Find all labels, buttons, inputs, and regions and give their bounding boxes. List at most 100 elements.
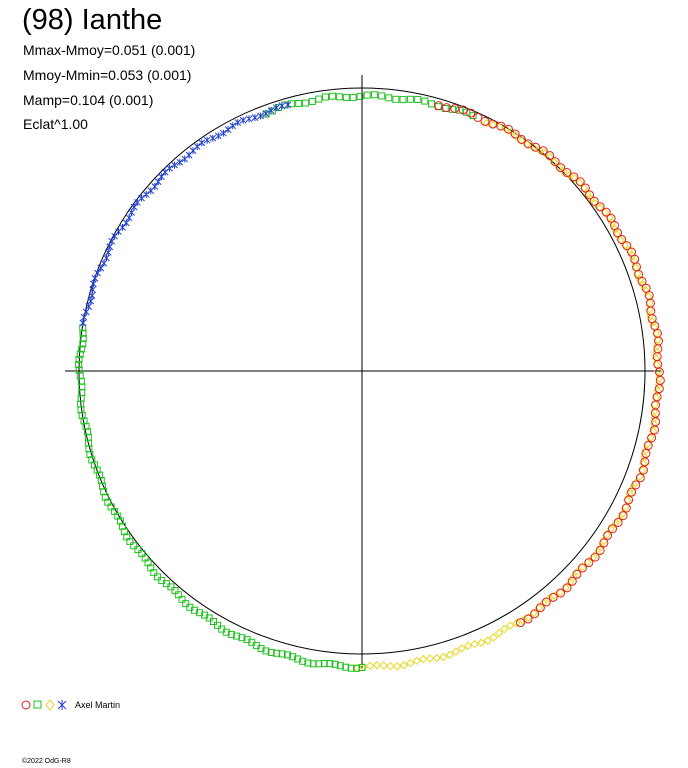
legend-circle [21,700,31,710]
marker [234,119,242,127]
marker [610,220,620,230]
marker [634,269,644,279]
marker [567,576,577,586]
marker [171,161,178,169]
marker [610,224,619,233]
marker [516,134,526,144]
marker [638,465,648,475]
marker [315,95,323,103]
marker [572,569,582,579]
marker [569,172,579,182]
marker [349,94,357,102]
marker [480,116,490,126]
marker [646,433,655,442]
marker [578,562,587,571]
marker [347,664,355,672]
marker [158,576,166,584]
marker [176,158,184,166]
marker [134,546,142,554]
marker [299,657,307,665]
marker [138,550,146,558]
marker [517,136,526,146]
marker [220,129,227,137]
marker [406,658,415,668]
marker [111,232,119,240]
marker [628,483,637,493]
marker [278,102,286,110]
marker [386,661,395,671]
marker [353,664,361,672]
marker [556,587,565,597]
marker [477,638,486,647]
marker [76,372,84,380]
marker [564,170,574,180]
marker [201,611,209,619]
marker [596,542,606,552]
marker [304,659,312,667]
marker [120,528,128,536]
marker [123,533,131,541]
marker [294,655,302,663]
stat-line: Mmax-Mmoy=0.051 (0.001) [23,42,196,58]
marker [106,243,114,251]
marker [654,380,664,389]
marker [79,340,87,348]
marker [650,425,660,435]
marker [584,558,594,568]
marker [94,269,101,277]
marker [308,97,316,105]
marker [445,650,455,660]
marker [599,538,609,548]
marker [515,618,525,628]
marker [585,190,595,200]
legend-star [57,700,67,710]
marker [118,522,126,530]
marker [75,366,83,374]
marker [647,433,657,443]
marker [229,122,237,130]
marker [595,203,605,213]
marker [488,119,498,129]
marker [372,660,382,670]
marker [378,92,386,100]
marker [101,493,109,501]
marker [535,145,544,155]
marker [488,120,498,130]
marker [79,319,87,327]
marker [273,649,281,657]
marker [654,384,664,394]
marker [603,530,613,540]
marker [550,157,560,167]
marker [166,164,173,172]
marker [627,487,637,497]
marker [79,335,87,343]
markers [75,91,665,673]
stat-line: Eclat^1.00 [23,116,88,132]
marker [342,94,350,102]
marker [239,116,247,124]
marker [77,394,85,402]
marker [78,345,86,353]
marker [538,146,548,156]
marker [631,480,641,490]
marker [87,297,95,305]
marker [198,139,206,147]
marker [393,662,402,671]
marker [606,213,616,223]
marker [607,524,617,534]
marker [370,91,378,99]
marker [575,178,585,187]
marker [154,178,162,186]
marker [641,445,650,455]
marker [257,112,264,120]
marker [512,618,521,628]
marker [335,93,343,101]
marker [328,92,336,100]
marker [89,286,96,294]
marker [432,653,441,663]
marker [209,617,217,625]
marker [119,223,126,231]
marker [539,598,548,608]
marker [590,199,600,208]
